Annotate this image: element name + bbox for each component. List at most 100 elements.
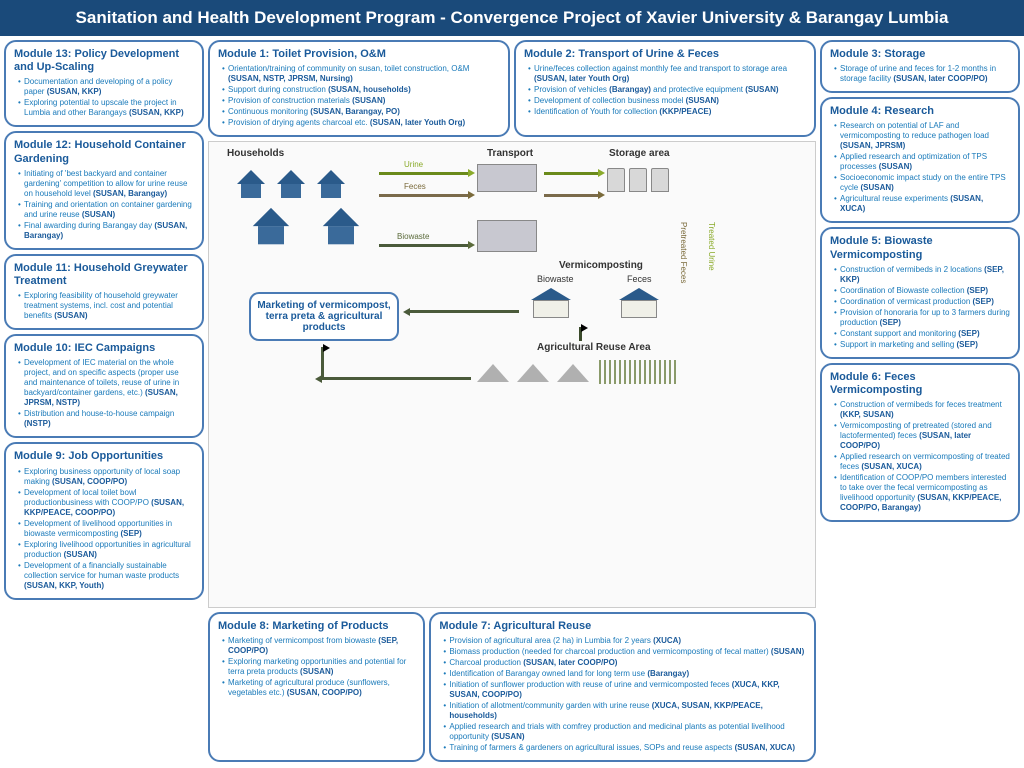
label-transport: Transport <box>487 148 533 159</box>
module-8: Module 8: Marketing of Products Marketing… <box>208 612 425 762</box>
house-icon <box>253 208 289 226</box>
bullet-item: Distribution and house-to-house campaign… <box>18 409 194 429</box>
bullet-item: Coordination of Biowaste collection (SEP… <box>834 286 1010 296</box>
bullet-item: Training and orientation on container ga… <box>18 200 194 220</box>
tank-icon <box>629 168 647 192</box>
truck-icon <box>477 220 537 252</box>
bullet-item: Biomass production (needed for charcoal … <box>443 647 806 657</box>
label-households: Households <box>227 148 284 159</box>
bullet-item: Agricultural reuse experiments (SUSAN, X… <box>834 194 1010 214</box>
module-title: Module 10: IEC Campaigns <box>14 342 194 355</box>
module-title: Module 6: Feces Vermicomposting <box>830 371 1010 397</box>
module-1: Module 1: Toilet Provision, O&M Orientati… <box>208 40 510 137</box>
module-title: Module 3: Storage <box>830 48 1010 61</box>
flow-urine: Urine <box>404 160 423 169</box>
house-icon <box>317 170 345 184</box>
bullet-item: Development of IEC material on the whole… <box>18 358 194 408</box>
bullet-item: Continuous monitoring (SUSAN, Barangay, … <box>222 107 500 117</box>
bullet-item: Orientation/training of community on sus… <box>222 64 500 84</box>
bullet-item: Exploring feasibility of household greyw… <box>18 291 194 321</box>
vermi-icon <box>621 300 657 318</box>
bullet-item: Vermicomposting of pretreated (stored an… <box>834 421 1010 451</box>
house-icon <box>323 208 359 226</box>
bullet-item: Identification of Youth for collection (… <box>528 107 806 117</box>
bullet-item: Training of farmers & gardeners on agric… <box>443 743 806 753</box>
bullet-item: Final awarding during Barangay day (SUSA… <box>18 221 194 241</box>
bullet-item: Documentation and developing of a policy… <box>18 77 194 97</box>
flow-feces: Feces <box>404 182 426 191</box>
module-title: Module 5: Biowaste Vermicomposting <box>830 235 1010 261</box>
page-title: Sanitation and Health Development Progra… <box>0 0 1024 36</box>
pile-icon <box>557 364 589 382</box>
flow-biowaste: Biowaste <box>397 232 429 241</box>
bullet-item: Charcoal production (SUSAN, later COOP/P… <box>443 658 806 668</box>
bullet-item: Construction of vermibeds for feces trea… <box>834 400 1010 420</box>
label-reuse: Agricultural Reuse Area <box>537 342 651 353</box>
vermi-icon <box>531 288 571 300</box>
tank-icon <box>651 168 669 192</box>
label-storage: Storage area <box>609 148 670 159</box>
pile-icon <box>477 364 509 382</box>
vermi-icon <box>533 300 569 318</box>
bullet-item: Support in marketing and selling (SEP) <box>834 340 1010 350</box>
bullet-item: Coordination of vermicast production (SE… <box>834 297 1010 307</box>
module-12: Module 12: Household Container Gardening… <box>4 131 204 249</box>
bullet-item: Applied research and optimization of TPS… <box>834 152 1010 172</box>
label-vermi: Vermicomposting <box>559 260 643 271</box>
marketing-box: Marketing of vermicompost, terra preta &… <box>249 292 399 341</box>
bullet-item: Applied research and trials with comfrey… <box>443 722 806 742</box>
flow-treated: Treated Urine <box>707 222 716 271</box>
label-biowaste: Biowaste <box>537 274 574 284</box>
module-5: Module 5: Biowaste VermicompostingConstr… <box>820 227 1020 358</box>
left-column: Module 13: Policy Development and Up-Sca… <box>4 40 204 762</box>
bullet-item: Initiation of allotment/community garden… <box>443 701 806 721</box>
vermi-icon <box>619 288 659 300</box>
bullet-item: Development of collection business model… <box>528 96 806 106</box>
bullet-item: Provision of vehicles (Barangay) and pro… <box>528 85 806 95</box>
bullet-item: Socioeconomic impact study on the entire… <box>834 173 1010 193</box>
module-title: Module 8: Marketing of Products <box>218 620 415 633</box>
module-title: Module 2: Transport of Urine & Feces <box>524 48 806 61</box>
bullet-item: Exploring marketing opportunities and po… <box>222 657 415 677</box>
center-column: Module 1: Toilet Provision, O&M Orientati… <box>208 40 816 762</box>
module-title: Module 11: Household Greywater Treatment <box>14 262 194 288</box>
module-3: Module 3: StorageStorage of urine and fe… <box>820 40 1020 93</box>
bullet-item: Support during construction (SUSAN, hous… <box>222 85 500 95</box>
transport-icon <box>477 164 537 192</box>
module-4: Module 4: Research Research on potential … <box>820 97 1020 223</box>
module-2: Module 2: Transport of Urine & Feces Urin… <box>514 40 816 137</box>
flow-diagram: Households Transport Storage area Urine … <box>208 141 816 608</box>
house-icon <box>277 170 305 184</box>
crops-icon <box>599 360 679 384</box>
module-title: Module 4: Research <box>830 105 1010 118</box>
bullet-item: Identification of Barangay owned land fo… <box>443 669 806 679</box>
bullet-item: Exploring potential to upscale the proje… <box>18 98 194 118</box>
bullet-item: Initiating of 'best backyard and contain… <box>18 169 194 199</box>
bullet-item: Exploring business opportunity of local … <box>18 467 194 487</box>
house-icon <box>237 170 265 184</box>
bullet-item: Exploring livelihood opportunities in ag… <box>18 540 194 560</box>
module-9: Module 9: Job Opportunities Exploring bus… <box>4 442 204 599</box>
bullet-item: Development of livelihood opportunities … <box>18 519 194 539</box>
bullet-item: Urine/feces collection against monthly f… <box>528 64 806 84</box>
module-7: Module 7: Agricultural ReuseProvision of… <box>429 612 816 762</box>
bullet-item: Identification of COOP/PO members intere… <box>834 473 1010 513</box>
bullet-item: Marketing of vermicompost from biowaste … <box>222 636 415 656</box>
bullet-item: Constant support and monitoring (SEP) <box>834 329 1010 339</box>
flow-pretreated: Pretreated Feces <box>679 222 688 283</box>
main-grid: Module 13: Policy Development and Up-Sca… <box>0 36 1024 766</box>
module-10: Module 10: IEC Campaigns Development of I… <box>4 334 204 438</box>
module-title: Module 1: Toilet Provision, O&M <box>218 48 500 61</box>
tank-icon <box>607 168 625 192</box>
module-title: Module 7: Agricultural Reuse <box>439 620 806 633</box>
bullet-item: Provision of honoraria for up to 3 farme… <box>834 308 1010 328</box>
right-column: Module 3: StorageStorage of urine and fe… <box>820 40 1020 762</box>
bullet-item: Marketing of agricultural produce (sunfl… <box>222 678 415 698</box>
bullet-item: Research on potential of LAF and vermico… <box>834 121 1010 151</box>
module-title: Module 12: Household Container Gardening <box>14 139 194 165</box>
module-6: Module 6: Feces Vermicomposting Construct… <box>820 363 1020 522</box>
module-title: Module 9: Job Opportunities <box>14 450 194 463</box>
bullet-item: Provision of construction materials (SUS… <box>222 96 500 106</box>
module-title: Module 13: Policy Development and Up-Sca… <box>14 48 194 74</box>
module-11: Module 11: Household Greywater Treatment… <box>4 254 204 330</box>
